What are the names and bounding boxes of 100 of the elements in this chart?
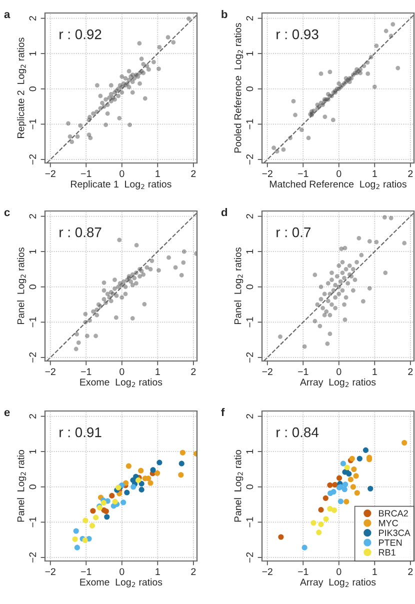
legend-label: BRCA2 bbox=[379, 510, 408, 517]
point bbox=[351, 267, 356, 272]
x-tick-label: −2 bbox=[45, 170, 56, 177]
point bbox=[383, 270, 388, 275]
x-tick-label: 1 bbox=[156, 170, 160, 177]
point bbox=[104, 514, 110, 520]
y-tick-label: −2 bbox=[246, 154, 254, 165]
point bbox=[123, 480, 129, 486]
chart-title: a bbox=[4, 12, 10, 18]
point bbox=[72, 536, 78, 542]
y-tick-label: −1 bbox=[29, 119, 36, 130]
y-tick-label: 1 bbox=[246, 449, 254, 454]
y-tick-label: 0 bbox=[246, 86, 254, 92]
point bbox=[85, 334, 90, 338]
point bbox=[82, 537, 88, 543]
point bbox=[312, 318, 318, 324]
point bbox=[93, 514, 99, 520]
y-tick-label: 1 bbox=[246, 51, 254, 56]
x-tick-label: 1 bbox=[156, 368, 160, 375]
point bbox=[346, 281, 350, 286]
point bbox=[336, 264, 342, 268]
point bbox=[328, 332, 332, 336]
annotation: r : 0.84 bbox=[276, 427, 319, 438]
point bbox=[322, 312, 327, 318]
y-tick-label: 1 bbox=[246, 249, 254, 254]
point bbox=[346, 471, 352, 477]
point bbox=[333, 306, 338, 310]
point bbox=[318, 324, 322, 328]
point bbox=[338, 279, 343, 284]
point bbox=[121, 279, 126, 284]
point bbox=[322, 495, 328, 501]
point bbox=[181, 260, 186, 265]
y-tick-label: 2 bbox=[246, 414, 254, 419]
point bbox=[102, 280, 106, 285]
x-tick-label: 2 bbox=[408, 568, 413, 575]
point bbox=[150, 467, 156, 473]
point bbox=[94, 334, 98, 338]
x-tick-label: 2 bbox=[408, 368, 413, 375]
point bbox=[344, 267, 348, 272]
x-tick-label: −1 bbox=[298, 170, 308, 177]
y-tick-label: −1 bbox=[29, 317, 36, 328]
x-tick-label: −2 bbox=[262, 368, 272, 375]
point bbox=[352, 278, 358, 282]
point bbox=[336, 475, 342, 481]
y-tick-label: −2 bbox=[29, 552, 36, 563]
point bbox=[120, 500, 126, 506]
y-axis-title: Pooled Reference Log$_{2}$ ratios bbox=[234, 23, 244, 153]
point bbox=[154, 470, 160, 476]
point bbox=[150, 258, 154, 263]
y-tick-label: 0 bbox=[29, 86, 36, 92]
x-tick-label: 0 bbox=[120, 170, 124, 178]
point bbox=[123, 284, 128, 290]
x-axis-title: Array Log$_{2}$ ratios bbox=[300, 578, 376, 588]
point bbox=[138, 468, 144, 474]
point bbox=[353, 473, 359, 479]
point bbox=[356, 456, 362, 462]
x-tick-label: 2 bbox=[408, 170, 413, 177]
x-axis-title: Exome Log$_{2}$ ratios bbox=[80, 378, 162, 388]
y-tick-label: −1 bbox=[246, 119, 254, 130]
point bbox=[180, 450, 186, 456]
x-tick-label: −1 bbox=[298, 368, 308, 375]
point bbox=[359, 252, 364, 258]
x-tick-label: 2 bbox=[191, 568, 196, 575]
x-tick-label: 1 bbox=[372, 170, 377, 177]
point bbox=[141, 272, 146, 277]
point bbox=[124, 490, 130, 496]
y-tick-label: −1 bbox=[246, 517, 254, 528]
point bbox=[324, 309, 329, 314]
point bbox=[356, 236, 362, 240]
point bbox=[344, 498, 350, 504]
annotation: r : 0.93 bbox=[276, 29, 318, 40]
point bbox=[330, 278, 334, 282]
point bbox=[173, 265, 178, 270]
x-axis-title: Exome Log$_{2}$ ratios bbox=[80, 578, 162, 588]
point bbox=[278, 534, 284, 540]
y-tick-label: 1 bbox=[29, 51, 36, 56]
point bbox=[333, 295, 338, 300]
point bbox=[102, 297, 106, 302]
point bbox=[382, 215, 387, 220]
point bbox=[132, 276, 137, 280]
point bbox=[83, 312, 88, 316]
point bbox=[315, 302, 320, 307]
x-tick-label: 1 bbox=[372, 568, 377, 575]
point bbox=[340, 288, 345, 293]
x-tick-label: 0 bbox=[336, 368, 342, 376]
legend-label: PTEN bbox=[379, 540, 402, 546]
point bbox=[338, 498, 344, 504]
point bbox=[76, 340, 81, 345]
point bbox=[109, 492, 115, 498]
chart-title: c bbox=[4, 210, 10, 216]
point bbox=[126, 463, 132, 469]
y-tick-label: 2 bbox=[29, 414, 36, 419]
x-tick-label: −2 bbox=[45, 568, 56, 575]
point bbox=[328, 312, 332, 318]
point bbox=[100, 500, 106, 506]
point bbox=[123, 292, 128, 296]
point bbox=[367, 239, 372, 244]
y-tick-label: −2 bbox=[246, 552, 254, 563]
x-tick-label: −1 bbox=[81, 568, 92, 575]
point bbox=[326, 281, 330, 286]
